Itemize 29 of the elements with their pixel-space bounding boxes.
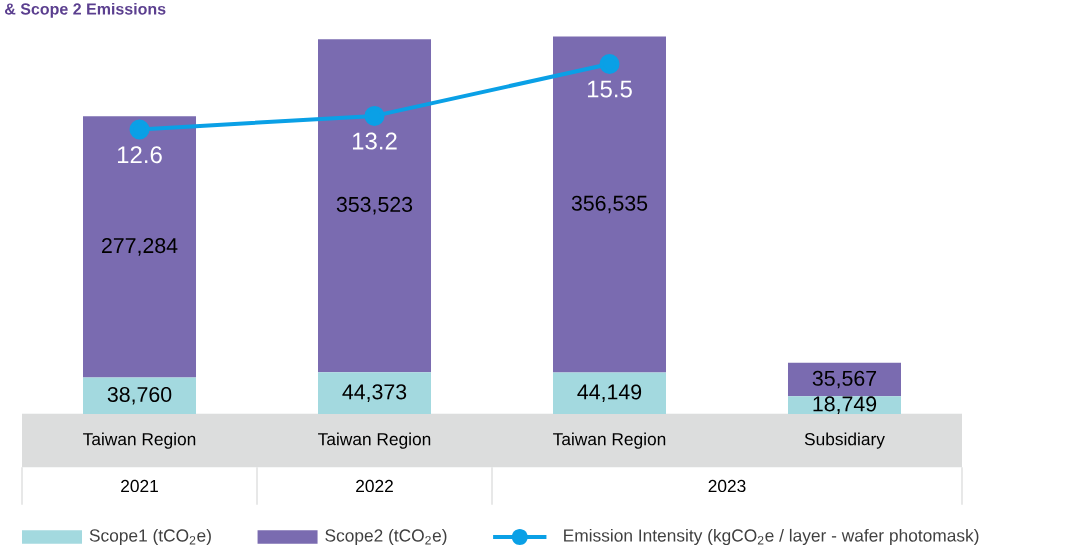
data-label: 277,284 (102, 238, 178, 256)
bar (788, 362, 901, 397)
bar (83, 377, 197, 414)
data-label: 15.5 (587, 80, 632, 98)
legend-label: Emission Intensity (kgCO$_{2}$e / layer - wafer photomask) (564, 528, 979, 546)
bar (318, 39, 432, 373)
text: 2023 (708, 479, 746, 493)
data-label: 18,749 (813, 396, 877, 414)
legend-label: Scope2 (tCO$_{2}$e) (325, 528, 447, 546)
text: 2022 (356, 479, 393, 493)
data-label: 35,567 (812, 370, 877, 389)
legend-label: Scope1 (tCO$_{2}$e) (89, 528, 211, 546)
data-label: 13.2 (352, 132, 397, 150)
bar (83, 116, 197, 378)
x-tick-label: Taiwan Region (83, 432, 196, 449)
data-label: 12.6 (117, 146, 162, 164)
x-tick-label: Taiwan Region (553, 432, 666, 449)
data-label: 44,149 (577, 384, 642, 402)
text: 2021 (121, 479, 158, 493)
bar (318, 372, 432, 414)
x-tick-label: Taiwan Region (318, 432, 431, 449)
data-label: 353,523 (336, 196, 413, 215)
bar (553, 372, 666, 414)
data-label: 44,373 (342, 384, 407, 402)
data-label: 38,760 (107, 386, 172, 405)
chart-title: & Scope 2 Emissions (4, 2, 166, 18)
data-label: 356,535 (571, 195, 648, 214)
x-tick-label: Subsidiary (804, 432, 885, 449)
bar (553, 36, 666, 373)
